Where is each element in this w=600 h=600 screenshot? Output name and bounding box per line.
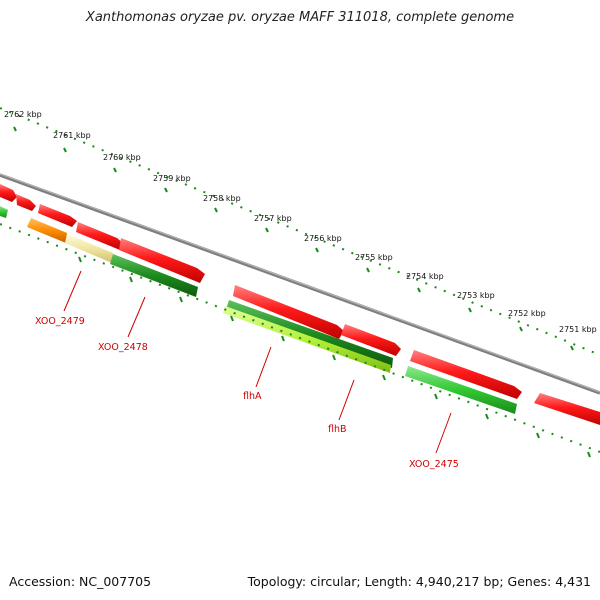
gene-flhA-light xyxy=(223,306,391,373)
gene-forward-1 xyxy=(0,184,17,202)
accession-text: Accession: NC_007705 xyxy=(9,574,152,589)
ruler-label-2758: 2758 kbp xyxy=(203,194,241,203)
genome-backbone xyxy=(0,173,600,395)
ruler-label-2757: 2757 kbp xyxy=(254,214,292,223)
chart-title: Xanthomonas oryzae pv. oryzae MAFF 31101… xyxy=(85,10,515,25)
gene-XOO_2478 xyxy=(110,254,198,297)
leader-XOO_2479 xyxy=(63,270,82,312)
gene-label-XOO_2475: XOO_2475 xyxy=(409,459,459,470)
gene-label-flhB: flhB xyxy=(328,424,347,435)
gene-forward-8 xyxy=(410,350,522,399)
gene-XOO_2479 xyxy=(27,218,67,243)
ruler-label-2760: 2760 kbp xyxy=(103,153,141,162)
gene-reverse-left-edge xyxy=(0,206,8,218)
gene-label-XOO_2479: XOO_2479 xyxy=(35,316,85,327)
ruler-label-2762: 2762 kbp xyxy=(4,110,42,119)
ruler-label-2752: 2752 kbp xyxy=(508,309,546,318)
leader-XOO_2475 xyxy=(435,412,452,454)
gene-forward-9 xyxy=(534,393,600,425)
genome-summary-text: Topology: circular; Length: 4,940,217 bp… xyxy=(247,574,591,589)
leader-flhA xyxy=(255,346,272,388)
inner-ruler-ticks xyxy=(78,256,591,458)
leader-flhB xyxy=(338,379,355,421)
gene-forward-2 xyxy=(16,194,36,211)
gene-forward-6 xyxy=(233,285,344,339)
gene-label-flhA: flhA xyxy=(243,391,262,402)
ruler-label-2761: 2761 kbp xyxy=(53,131,91,140)
ruler-label-2756: 2756 kbp xyxy=(304,234,342,243)
gene-forward-5 xyxy=(119,238,205,283)
ruler-label-2753: 2753 kbp xyxy=(457,291,495,300)
inner-dotted-line xyxy=(0,223,600,453)
ruler-dotted-line xyxy=(0,107,600,356)
ruler-label-2755: 2755 kbp xyxy=(355,253,393,262)
leader-XOO_2478 xyxy=(127,296,146,338)
gene-forward-4 xyxy=(76,222,124,250)
gene-XOO_2479-pale xyxy=(65,234,113,263)
ruler-label-2759: 2759 kbp xyxy=(153,174,191,183)
gene-XOO_2475 xyxy=(405,366,517,414)
gene-forward-3 xyxy=(38,204,77,227)
ruler-label-2751: 2751 kbp xyxy=(559,325,597,334)
gene-forward-7 xyxy=(341,324,401,356)
gene-label-XOO_2478: XOO_2478 xyxy=(98,342,148,353)
ruler-ticks xyxy=(13,126,574,351)
ruler-label-2754: 2754 kbp xyxy=(406,272,444,281)
